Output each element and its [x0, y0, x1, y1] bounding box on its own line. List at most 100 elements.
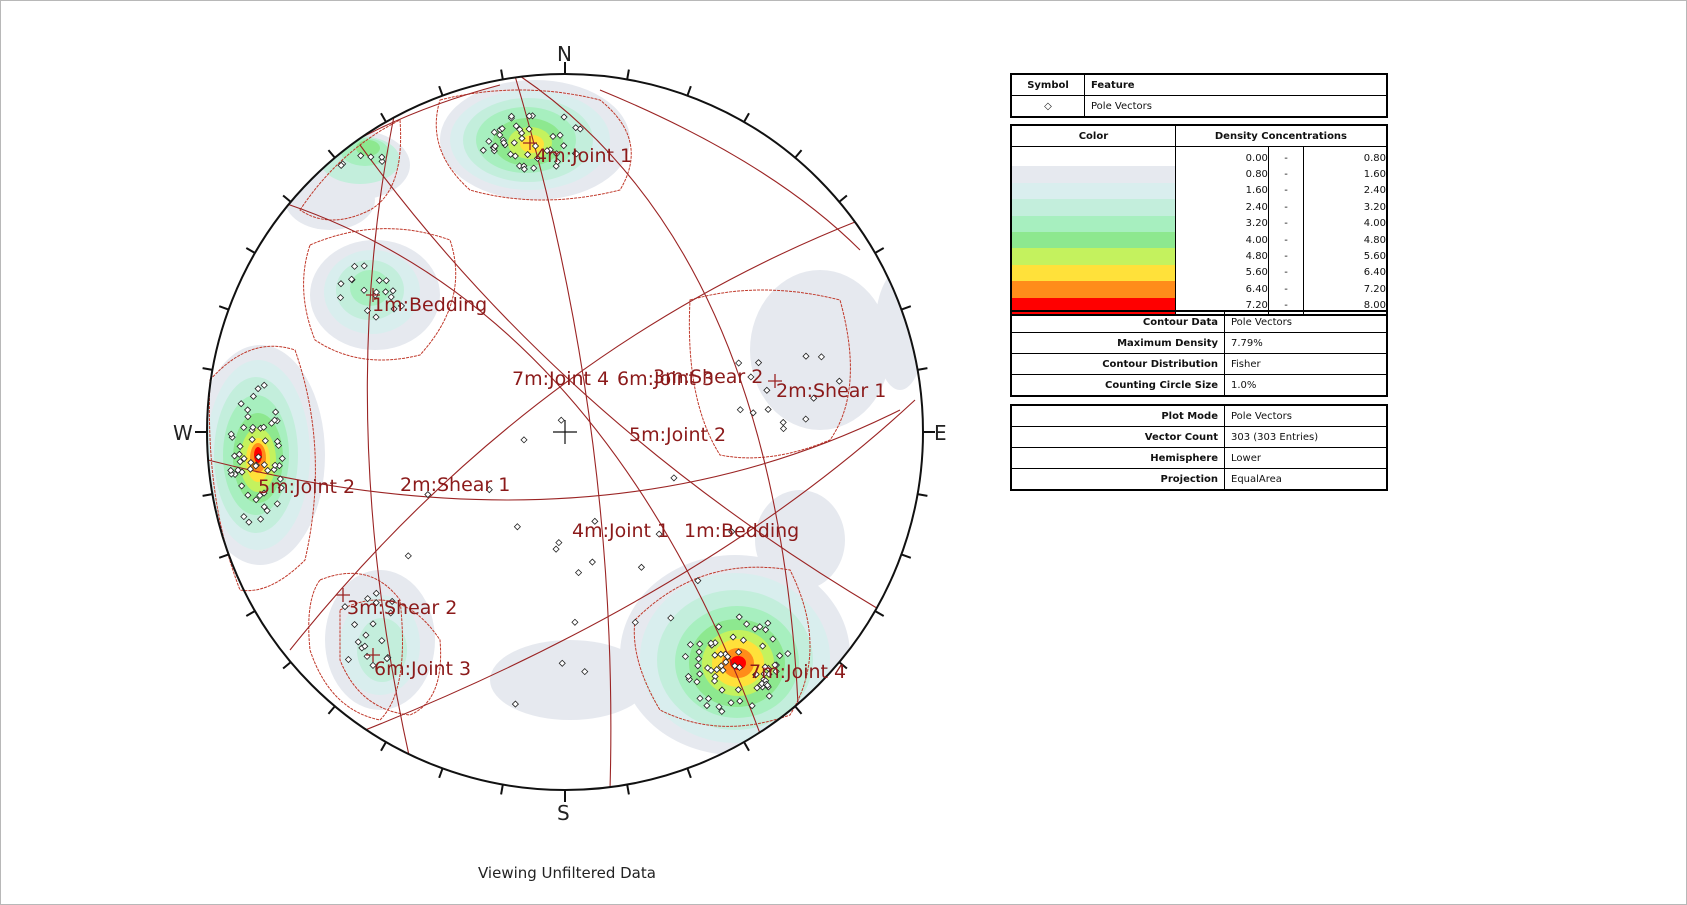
- pole-vector-marker: [485, 486, 493, 494]
- pole-vector-marker: [779, 418, 787, 426]
- vector-count-key: Vector Count: [1010, 426, 1225, 448]
- pole-vector-marker: [273, 437, 282, 446]
- density-range-high: 4.80: [1303, 231, 1388, 249]
- pole-vector-marker: [498, 124, 506, 133]
- hemisphere-key: Hemisphere: [1010, 447, 1225, 469]
- pole-vector-marker: [510, 139, 518, 147]
- label-3m: 3m:Shear 2: [347, 597, 457, 619]
- pole-vector-marker: [533, 154, 542, 162]
- label-5m: 5m:Joint 2: [258, 476, 355, 498]
- pole-vector-marker: [553, 158, 562, 166]
- pole-vector-marker: [254, 453, 262, 461]
- pole-vector-marker: [574, 569, 583, 577]
- pole-vector-marker: [696, 640, 704, 648]
- pole-vector-marker: [260, 381, 268, 389]
- plot-mode-key: Plot Mode: [1010, 404, 1225, 427]
- density-color-swatch: [1010, 231, 1176, 249]
- azimuth-tick: [438, 85, 444, 96]
- pole-vector-marker: [236, 442, 244, 451]
- pole-vector-marker: [260, 503, 268, 511]
- great-circles: [207, 75, 916, 790]
- pole-vector-marker: [694, 662, 702, 670]
- density-range-dash: -: [1267, 264, 1305, 282]
- pole-vector-marker: [560, 113, 568, 121]
- pole-vector-marker: [802, 415, 810, 423]
- pole-vector-marker: [500, 139, 508, 147]
- azimuth-tick: [438, 768, 444, 779]
- pole-vector-marker: [372, 313, 380, 321]
- pole-vector-marker: [507, 112, 516, 120]
- azimuth-tick: [917, 367, 928, 371]
- density-range-high: 6.40: [1303, 264, 1388, 282]
- pole-vector-marker: [362, 631, 370, 639]
- pole-vector-marker: [802, 352, 810, 360]
- pole-vector-marker: [389, 287, 397, 295]
- status-caption: Viewing Unfiltered Data: [478, 864, 656, 882]
- pole-vector-marker: [512, 122, 520, 130]
- azimuth-tick: [202, 493, 213, 497]
- pole-vector-marker: [238, 482, 246, 490]
- pole-vector-marker: [572, 150, 581, 158]
- pole-vector-marker: [375, 276, 383, 285]
- pole-vector-marker: [572, 124, 580, 132]
- azimuth-tick: [245, 610, 256, 617]
- feature-legend-table: Symbol Feature ◇ Pole Vectors: [1010, 73, 1388, 118]
- pole-vector-marker: [479, 146, 487, 154]
- pole-vector-marker: [367, 153, 375, 161]
- pole-vector-marker: [718, 686, 726, 694]
- pole-vector-marker: [369, 661, 377, 669]
- pole-vector-marker: [347, 275, 356, 283]
- azimuth-tick: [686, 85, 692, 96]
- pole-vector-marker: [240, 513, 248, 521]
- pole-vector-marker: [227, 430, 235, 438]
- density-legend-table: Color Density Concentrations 0.00-0.80 0.…: [1010, 124, 1388, 316]
- pole-vector-marker: [784, 650, 792, 658]
- pole-vector-marker: [769, 635, 777, 643]
- pole-vector-marker: [736, 697, 744, 705]
- pole-vector-marker: [670, 474, 678, 482]
- pole-vector-marker: [254, 385, 262, 393]
- pole-vector-marker: [235, 450, 243, 458]
- pole-vector-marker: [543, 147, 551, 155]
- pole-vector-marker: [276, 475, 284, 483]
- pole-vector-marker: [360, 286, 368, 294]
- symbol-header: Symbol: [1010, 73, 1085, 96]
- pole-vector-marker: [715, 703, 723, 711]
- pole-vector-marker: [234, 466, 242, 474]
- density-header: Density Concentrations: [1174, 124, 1388, 147]
- azimuth-tick: [626, 784, 630, 795]
- density-range-dash: -: [1267, 215, 1305, 232]
- density-range-dash: -: [1267, 281, 1305, 298]
- pole-vector-marker: [718, 707, 726, 716]
- pole-vector-marker: [553, 150, 561, 158]
- projection-key: Projection: [1010, 468, 1225, 491]
- cluster-4m: [440, 80, 630, 200]
- pole-vector-marker: [249, 423, 257, 431]
- pole-vector-marker: [762, 626, 770, 634]
- plane-4m: [514, 75, 612, 790]
- pole-vector-marker: [637, 563, 645, 571]
- density-range-high: 2.40: [1303, 182, 1388, 200]
- pole-vector-marker: [763, 681, 772, 689]
- azimuth-tick: [838, 661, 848, 670]
- pole-vector-marker: [710, 677, 719, 685]
- intersection-label-4m: 4m:Joint 1: [572, 520, 669, 542]
- plane-3m: [339, 399, 916, 741]
- pole-vector-marker: [748, 702, 756, 710]
- pole-vector-marker: [388, 597, 396, 605]
- pole-vector-marker: [735, 359, 743, 367]
- density-range-low: 6.40: [1174, 281, 1269, 298]
- pole-vector-marker: [354, 638, 362, 646]
- pole-vector-marker: [560, 142, 568, 150]
- label-6m: 6m:Joint 3: [374, 658, 471, 680]
- pole-vector-marker: [227, 466, 235, 474]
- pole-vector-marker: [727, 699, 735, 707]
- intersection-label-6m: 6m:Joint 3: [617, 368, 714, 390]
- azimuth-tick: [218, 305, 229, 311]
- pole-vector-marker: [264, 466, 272, 474]
- counting-circle-key: Counting Circle Size: [1010, 374, 1225, 397]
- density-color-swatch: [1010, 146, 1176, 167]
- azimuth-tick: [500, 784, 504, 795]
- density-range-low: 2.40: [1174, 199, 1269, 216]
- pole-vector-marker: [717, 650, 725, 658]
